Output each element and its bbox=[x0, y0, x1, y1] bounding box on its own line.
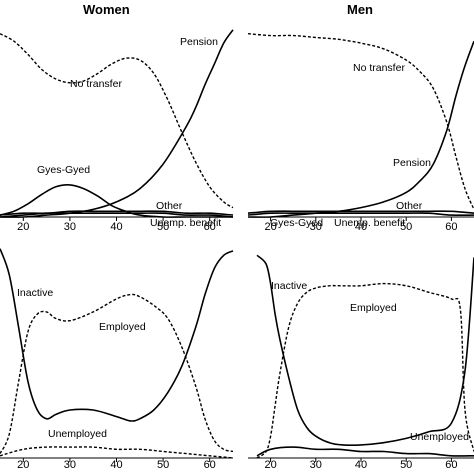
annotation-pension: Pension bbox=[393, 157, 431, 169]
x-tick-label: 40 bbox=[110, 459, 122, 471]
annotation-unemp-benefit: Unemp. benefit bbox=[150, 217, 221, 229]
x-tick-label: 50 bbox=[157, 459, 169, 471]
series-line-inactive bbox=[256, 254, 474, 446]
x-tick-label: 30 bbox=[310, 221, 322, 233]
x-tick-label: 30 bbox=[310, 459, 322, 471]
x-tick-label: 30 bbox=[64, 221, 76, 233]
annotation-unemployed: Unemployed bbox=[48, 428, 107, 440]
panel-title: Men bbox=[347, 2, 373, 17]
x-tick-label: 40 bbox=[355, 459, 367, 471]
x-tick-label: 50 bbox=[400, 221, 412, 233]
series-line-no-transfer bbox=[247, 33, 474, 210]
x-tick-label: 60 bbox=[204, 221, 216, 233]
panel-title: Women bbox=[83, 2, 130, 17]
series-line-other bbox=[247, 210, 474, 214]
series-line-pension bbox=[0, 29, 234, 218]
annotation-no-transfer: No transfer bbox=[70, 78, 122, 90]
series-line-no-transfer bbox=[0, 33, 234, 209]
annotation-other: Other bbox=[396, 200, 423, 212]
x-tick-label: 60 bbox=[445, 459, 457, 471]
x-tick-label: 40 bbox=[110, 221, 122, 233]
x-tick-label: 50 bbox=[157, 221, 169, 233]
x-tick-label: 60 bbox=[204, 459, 216, 471]
annotation-other: Other bbox=[156, 200, 183, 212]
x-tick-label: 30 bbox=[64, 459, 76, 471]
x-tick-label: 50 bbox=[400, 459, 412, 471]
annotation-employed: Employed bbox=[350, 302, 397, 314]
x-tick-label: 20 bbox=[264, 459, 276, 471]
x-tick-label: 20 bbox=[17, 221, 29, 233]
x-tick-label: 40 bbox=[355, 221, 367, 233]
annotation-gyes-gyed: Gyes-Gyed bbox=[270, 217, 323, 229]
annotation-inactive: Inactive bbox=[17, 287, 53, 299]
annotation-pension: Pension bbox=[180, 36, 218, 48]
annotation-unemployed: Unemployed bbox=[410, 431, 469, 443]
annotation-no-transfer: No transfer bbox=[353, 62, 405, 74]
series-line-gyes-gyed bbox=[0, 184, 233, 218]
annotation-unemp-benefit: Unemp. benefit bbox=[334, 217, 405, 229]
annotation-inactive: Inactive bbox=[271, 280, 307, 292]
series-line-employed bbox=[0, 293, 234, 454]
series-line-unemployed bbox=[256, 446, 474, 457]
x-tick-label: 20 bbox=[17, 459, 29, 471]
series-line-unemployed bbox=[0, 446, 234, 459]
series-line-unemp-benefit bbox=[0, 212, 234, 218]
annotation-gyes-gyed: Gyes-Gyed bbox=[37, 164, 90, 176]
x-tick-label: 20 bbox=[264, 221, 276, 233]
series-line-inactive bbox=[0, 248, 234, 422]
annotation-employed: Employed bbox=[99, 321, 146, 333]
series-line-pension bbox=[247, 40, 474, 218]
x-tick-label: 60 bbox=[445, 221, 457, 233]
series-line-employed bbox=[256, 282, 474, 459]
series-line-unemp-benefit bbox=[247, 212, 474, 217]
